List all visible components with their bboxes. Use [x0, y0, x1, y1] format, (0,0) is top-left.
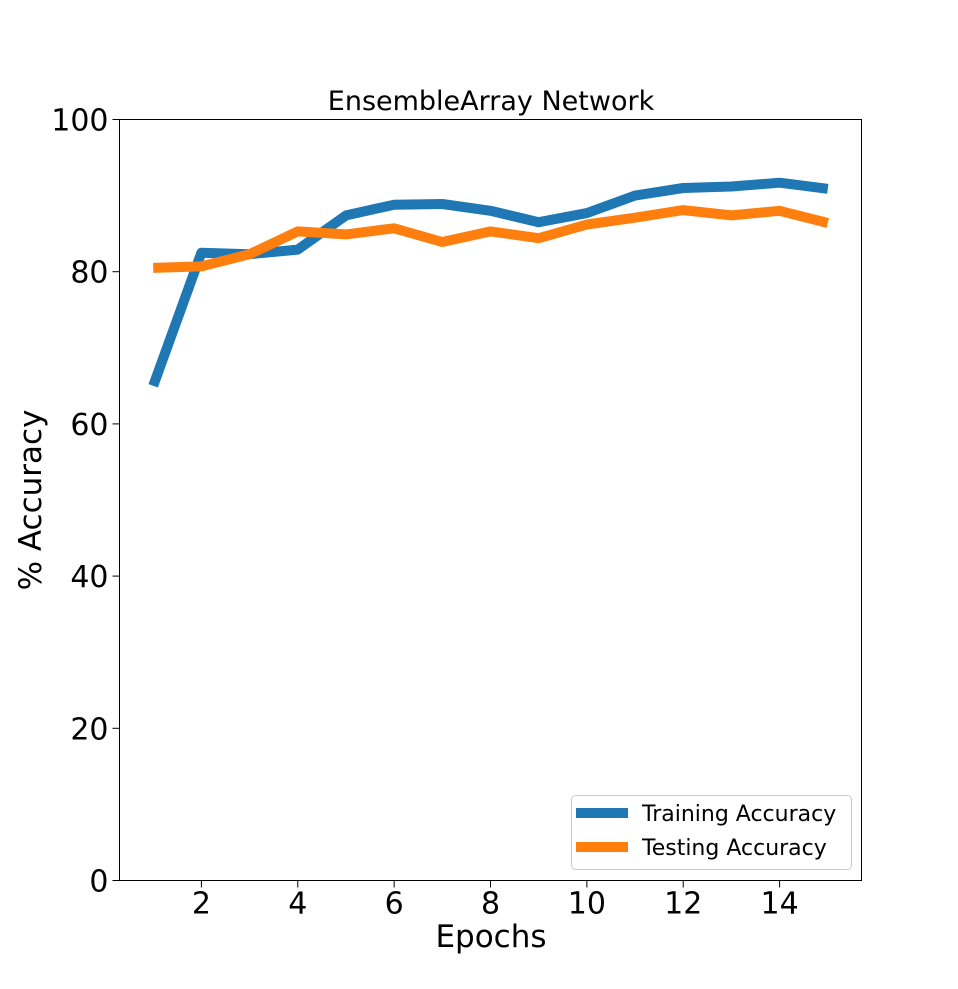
y-tick-label: 20	[70, 712, 108, 747]
x-tick-label: 8	[481, 887, 500, 922]
legend-label-testing: Testing Accuracy	[641, 836, 827, 861]
y-tick-label: 80	[70, 256, 108, 291]
x-tick-label: 12	[664, 887, 702, 922]
y-tick-label: 60	[70, 408, 108, 443]
legend-box	[571, 795, 852, 870]
x-tick-label: 4	[288, 887, 307, 922]
series-line-training	[148, 177, 829, 388]
y-axis-ticks: 0 20 40 60 80 100	[51, 104, 120, 900]
x-tick-label: 2	[192, 887, 211, 922]
legend-label-training: Training Accuracy	[641, 802, 836, 827]
x-tick-label: 10	[568, 887, 606, 922]
x-axis-label: Epochs	[435, 919, 546, 955]
x-tick-label: 6	[385, 887, 404, 922]
y-axis-label: % Accuracy	[13, 410, 49, 591]
chart-title: EnsembleArray Network	[328, 86, 655, 117]
series-layer	[148, 177, 830, 388]
legend: Training Accuracy Testing Accuracy	[571, 795, 852, 870]
x-axis-ticks: 2 4 6 8 10 12 14	[192, 880, 799, 922]
y-tick-label: 100	[51, 104, 108, 139]
y-tick-label: 40	[70, 560, 108, 595]
x-tick-label: 14	[760, 887, 798, 922]
series-line-testing	[153, 205, 830, 273]
y-tick-label: 0	[89, 865, 108, 900]
